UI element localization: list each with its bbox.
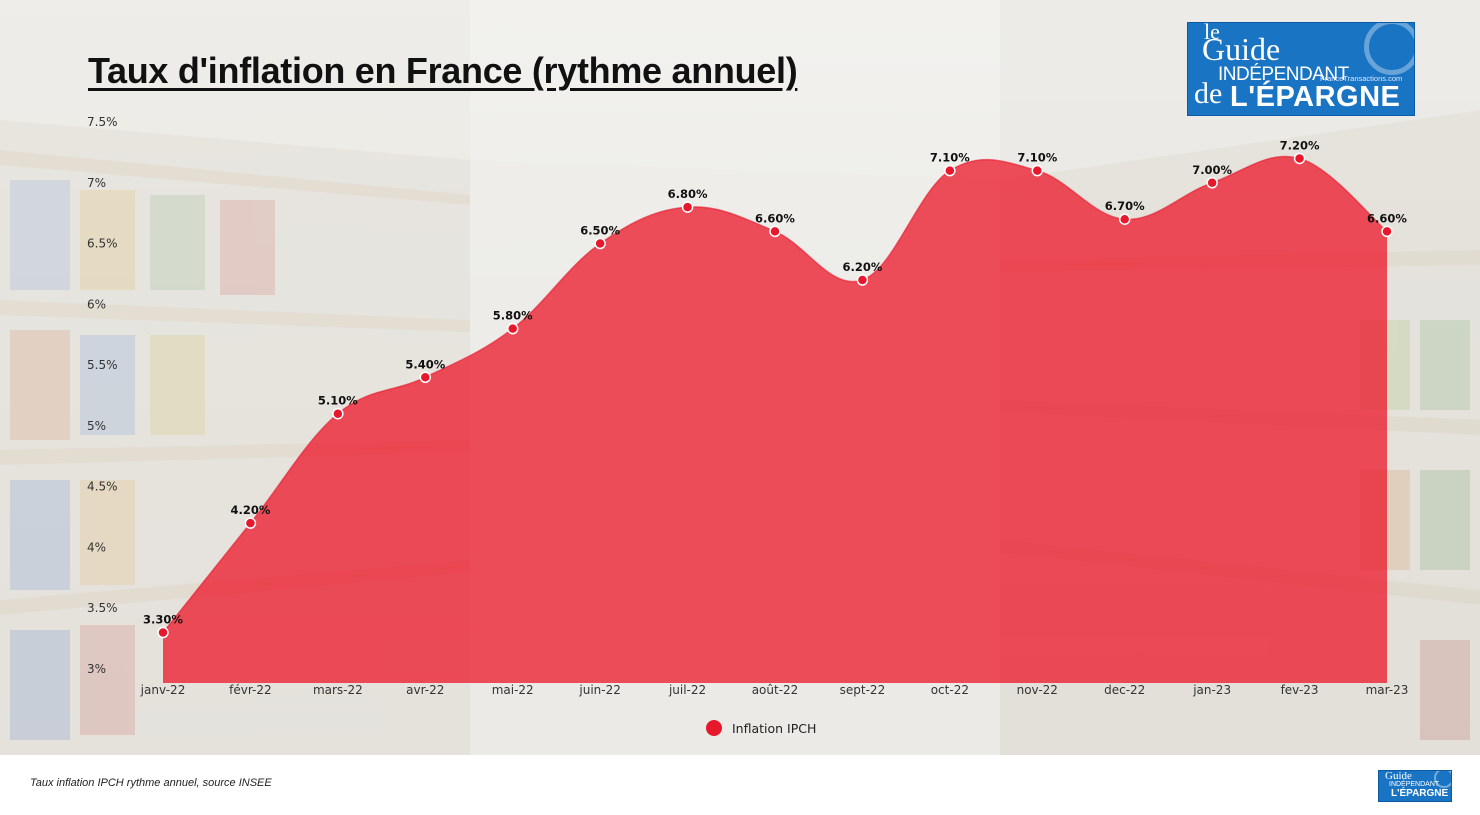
x-tick-label: févr-22 bbox=[229, 683, 271, 697]
data-label: 5.10% bbox=[318, 394, 358, 408]
logo-epargne: L'ÉPARGNE bbox=[1230, 81, 1401, 113]
x-tick-label: oct-22 bbox=[931, 683, 969, 697]
chart-title: Taux d'inflation en France (rythme annue… bbox=[88, 50, 798, 91]
data-label: 6.70% bbox=[1105, 199, 1145, 213]
data-point bbox=[419, 371, 432, 384]
data-label: 4.20% bbox=[230, 503, 270, 517]
x-tick-label: dec-22 bbox=[1104, 683, 1145, 697]
series-area bbox=[163, 156, 1387, 684]
footer-logo-epargne: L'ÉPARGNE bbox=[1391, 788, 1449, 799]
area-chart: 3% 3.5% 4% 4.5% 5% 5.5% 6% 6.5% 7% 7.5% janv-22 fé… bbox=[87, 115, 1409, 697]
data-label: 7.20% bbox=[1280, 138, 1320, 152]
x-axis-ticks: janv-22 févr-22 mars-22 avr-22 mai-22 juin-22… bbox=[140, 683, 1409, 697]
logo-de: de bbox=[1194, 77, 1223, 110]
data-label: 6.50% bbox=[580, 224, 620, 238]
logo-guide: Guide bbox=[1202, 31, 1281, 67]
legend-marker-icon bbox=[706, 720, 722, 736]
x-tick-label: août-22 bbox=[752, 683, 799, 697]
data-point bbox=[681, 201, 694, 213]
y-tick-label: 5% bbox=[87, 419, 106, 433]
data-point bbox=[332, 407, 344, 420]
x-tick-label: nov-22 bbox=[1017, 683, 1058, 697]
x-tick-label: mai-22 bbox=[492, 683, 534, 697]
legend-label: Inflation IPCH bbox=[732, 720, 817, 736]
data-point bbox=[769, 225, 781, 238]
footer-logo-ring-icon bbox=[1434, 771, 1451, 788]
data-point bbox=[944, 164, 956, 177]
data-point bbox=[1206, 177, 1218, 189]
x-tick-label: avr-22 bbox=[406, 683, 444, 697]
logo-independant: INDÉPENDANT bbox=[1218, 64, 1349, 85]
data-point bbox=[1293, 152, 1306, 165]
y-tick-label: 6.5% bbox=[87, 237, 118, 251]
x-tick-label: juil-22 bbox=[668, 683, 706, 697]
data-label: 7.00% bbox=[1192, 163, 1232, 177]
logo-le: le bbox=[1204, 22, 1220, 44]
footer-logo-independant: INDÉPENDANT bbox=[1389, 781, 1440, 788]
y-tick-label: 3% bbox=[87, 662, 106, 676]
legend: Inflation IPCH bbox=[706, 720, 816, 736]
x-tick-label: jan-23 bbox=[1192, 683, 1231, 697]
y-tick-label: 3.5% bbox=[87, 601, 118, 615]
y-tick-label: 7.5% bbox=[87, 115, 118, 129]
data-point bbox=[1381, 225, 1393, 238]
data-label: 3.30% bbox=[143, 613, 183, 627]
data-label: 6.20% bbox=[842, 260, 882, 274]
y-tick-label: 4% bbox=[87, 540, 106, 554]
data-label: 6.60% bbox=[755, 211, 795, 225]
data-label: 7.10% bbox=[1017, 151, 1057, 165]
y-tick-label: 6% bbox=[87, 297, 106, 311]
y-tick-label: 4.5% bbox=[87, 480, 118, 494]
data-point bbox=[594, 237, 606, 250]
data-point bbox=[506, 322, 519, 335]
data-point bbox=[157, 626, 169, 639]
x-tick-label: fev-23 bbox=[1281, 683, 1319, 697]
footer-logo-guide: Guide bbox=[1385, 770, 1412, 782]
y-tick-label: 7% bbox=[87, 176, 106, 190]
x-tick-label: mars-22 bbox=[313, 683, 363, 697]
data-label: 6.60% bbox=[1367, 211, 1407, 225]
x-tick-label: sept-22 bbox=[840, 683, 886, 697]
data-point bbox=[856, 274, 869, 286]
footer-logo: Guide INDÉPENDANT L'ÉPARGNE bbox=[1378, 770, 1452, 802]
chart-stage: Taux d'inflation en France (rythme annue… bbox=[0, 0, 1480, 755]
x-tick-label: mar-23 bbox=[1366, 683, 1409, 697]
x-tick-label: janv-22 bbox=[140, 683, 186, 697]
data-label: 5.40% bbox=[405, 357, 445, 371]
data-point bbox=[1031, 164, 1044, 177]
logo-site: FranceTransactions.com bbox=[1320, 74, 1403, 83]
data-point bbox=[244, 517, 257, 529]
brand-logo: le Guide INDÉPENDANT FranceTransactions.… bbox=[1187, 22, 1415, 116]
source-note: Taux inflation IPCH rythme annuel, sourc… bbox=[30, 777, 272, 789]
y-axis-ticks: 3% 3.5% 4% 4.5% 5% 5.5% 6% 6.5% 7% 7.5% bbox=[87, 115, 118, 676]
data-label: 5.80% bbox=[493, 309, 533, 323]
data-point bbox=[1118, 213, 1131, 225]
data-label: 7.10% bbox=[930, 151, 970, 165]
data-points-layer: 3.30% 4.20% 5.10% 5.40% 5.80% 6.50% 6.80% 6.60%… bbox=[143, 138, 1407, 639]
x-tick-label: juin-22 bbox=[578, 683, 620, 697]
y-tick-label: 5.5% bbox=[87, 358, 118, 372]
data-label: 6.80% bbox=[668, 187, 708, 201]
logo-ring-icon bbox=[1364, 23, 1414, 75]
